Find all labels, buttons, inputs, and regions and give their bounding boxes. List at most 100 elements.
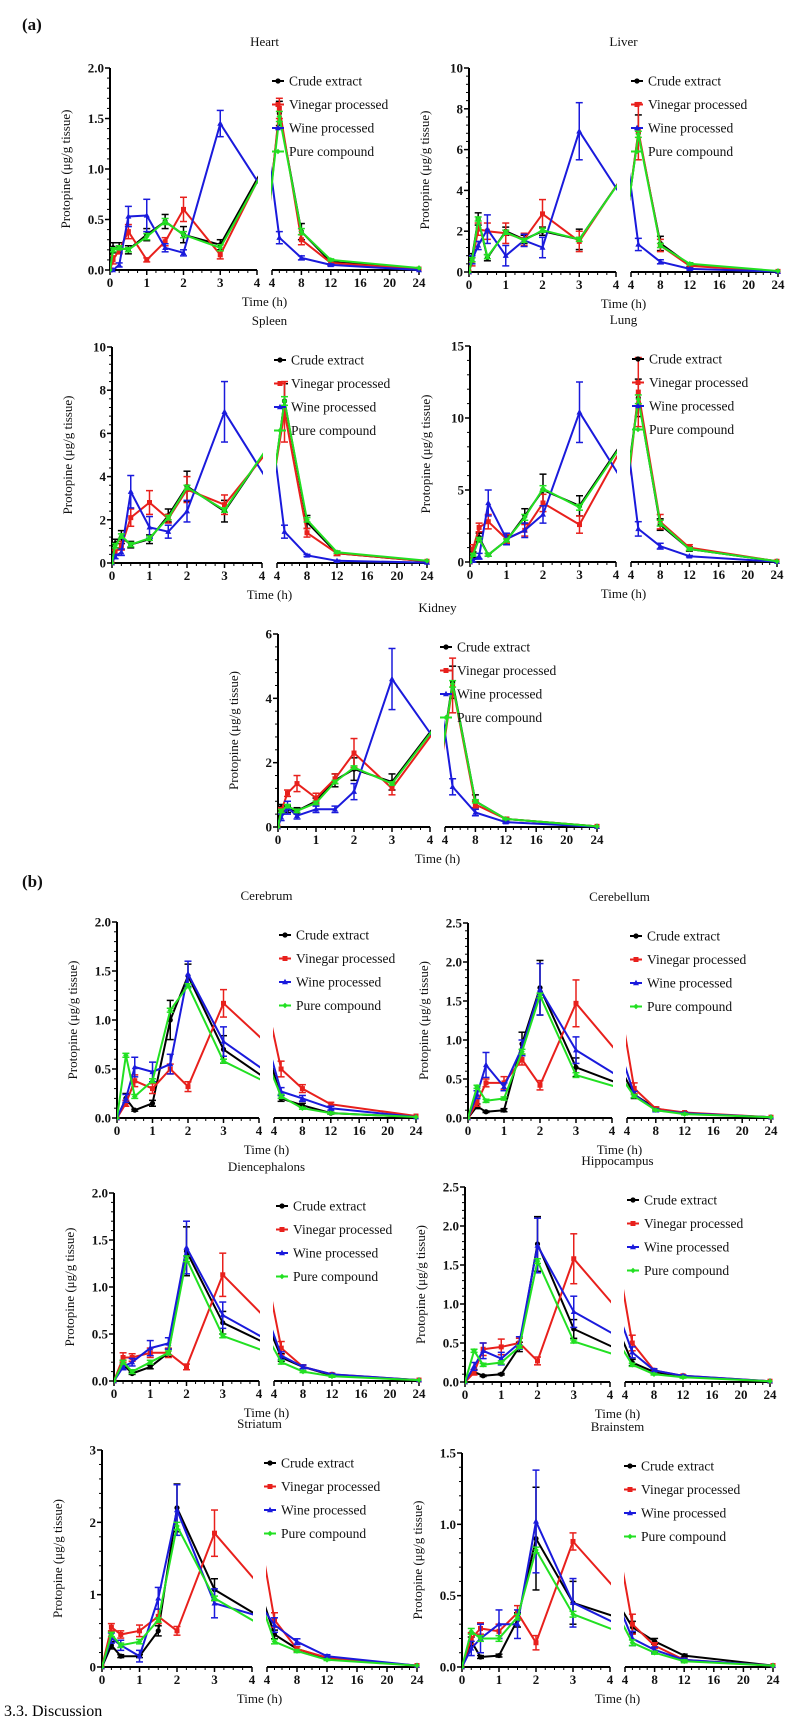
data-point-triangle xyxy=(613,244,619,249)
series-vinegar-processed xyxy=(278,657,600,830)
legend-label: Crude extract xyxy=(293,1199,366,1214)
data-point-diamond xyxy=(760,243,766,249)
data-point-circle xyxy=(256,513,261,518)
data-point-square xyxy=(571,1256,577,1262)
y-tick-label: 0.5 xyxy=(95,1062,112,1077)
legend-label: Pure compound xyxy=(281,1526,366,1541)
series-line xyxy=(273,1300,420,1382)
legend-label: Vinegar processed xyxy=(644,1216,744,1231)
data-point-triangle xyxy=(415,813,421,818)
legend-marker-diamond xyxy=(630,1267,636,1274)
data-point-square xyxy=(400,1646,405,1651)
data-point-diamond xyxy=(251,219,257,225)
data-point-square xyxy=(607,536,612,541)
x-tick-label: 12 xyxy=(677,1387,690,1402)
series-panel xyxy=(468,962,613,1121)
x-tick-label: 0 xyxy=(111,1386,118,1401)
data-point-triangle xyxy=(471,1363,478,1369)
data-point-diamond xyxy=(271,1638,278,1645)
data-point-square xyxy=(595,1370,600,1375)
data-point-triangle xyxy=(502,252,509,258)
data-point-diamond xyxy=(264,1058,270,1064)
data-point-triangle xyxy=(650,526,656,531)
series-line xyxy=(624,1624,774,1667)
data-point-square xyxy=(606,231,611,236)
data-point-diamond xyxy=(167,1007,174,1013)
data-point-triangle xyxy=(650,241,656,246)
series-pure-compound xyxy=(470,394,780,565)
series-wine-processed xyxy=(110,109,422,273)
legend-label: Wine processed xyxy=(291,400,377,415)
y-tick-label: 2 xyxy=(266,755,273,770)
series-wine-processed xyxy=(469,101,781,275)
series-pure-compound xyxy=(110,110,422,273)
data-point-circle xyxy=(573,1064,579,1070)
data-point-square xyxy=(246,1355,251,1360)
data-point-square xyxy=(471,1370,477,1376)
legend-marker-diamond xyxy=(279,1273,285,1280)
data-point-diamond xyxy=(657,520,663,526)
y-tick-label: 0.0 xyxy=(443,1375,459,1390)
data-point-triangle xyxy=(162,244,169,250)
data-point-triangle xyxy=(401,1364,407,1369)
data-point-diamond xyxy=(468,1115,471,1121)
data-point-triangle xyxy=(613,511,619,516)
x-tick-label: 12 xyxy=(683,277,696,292)
data-point-triangle xyxy=(540,1105,546,1110)
data-point-diamond xyxy=(606,538,612,544)
data-point-diamond xyxy=(328,1110,334,1116)
data-point-diamond xyxy=(599,257,605,263)
y-tick-label: 0.5 xyxy=(88,212,105,227)
series-line xyxy=(273,1073,417,1118)
data-point-diamond xyxy=(635,396,642,403)
data-point-triangle xyxy=(220,1038,227,1044)
data-point-diamond xyxy=(599,1098,605,1104)
data-point-square xyxy=(472,801,478,807)
x-tick-label: 2 xyxy=(183,1386,190,1401)
data-point-square xyxy=(652,1643,658,1649)
legend-item: Vinegar processed xyxy=(624,1482,741,1497)
x-tick-label: 0 xyxy=(462,1387,469,1402)
data-point-triangle xyxy=(257,1244,263,1249)
data-point-diamond xyxy=(143,233,150,240)
data-point-square xyxy=(264,1001,269,1006)
data-point-diamond xyxy=(351,764,357,771)
series-panel xyxy=(624,1615,776,1668)
x-tick-label: 4 xyxy=(624,1123,631,1138)
legend-item: Wine processed xyxy=(274,400,377,415)
data-point-square xyxy=(631,1085,637,1091)
data-point-triangle xyxy=(276,234,283,240)
legend-item: Pure compound xyxy=(264,1526,366,1541)
data-point-diamond xyxy=(249,1359,255,1365)
data-point-diamond xyxy=(112,560,115,566)
data-point-diamond xyxy=(291,114,297,120)
data-point-circle xyxy=(617,1065,622,1070)
legend-marker-triangle xyxy=(633,979,639,986)
legend-marker-circle xyxy=(634,78,640,84)
data-point-diamond xyxy=(155,1617,162,1623)
series-line xyxy=(626,1082,772,1119)
legend-item: Crude extract xyxy=(272,74,362,89)
legend-marker-diamond xyxy=(627,1533,633,1540)
data-point-triangle xyxy=(219,1312,226,1318)
data-point-diamond xyxy=(477,1635,484,1642)
x-tick-label: 16 xyxy=(354,275,368,290)
y-tick-label: 1.0 xyxy=(440,1517,456,1532)
data-point-square xyxy=(389,785,395,791)
legend-label: Wine processed xyxy=(644,1240,730,1255)
data-point-circle xyxy=(257,973,262,978)
data-point-circle xyxy=(427,767,432,772)
data-point-circle xyxy=(610,513,615,518)
data-point-square xyxy=(600,547,605,552)
data-point-triangle xyxy=(255,528,261,533)
legend-marker-triangle xyxy=(443,690,449,697)
y-tick-label: 1.0 xyxy=(95,1013,111,1028)
data-point-square xyxy=(257,1531,262,1536)
y-tick-label: 0.0 xyxy=(88,263,104,278)
legend-item: Vinegar processed xyxy=(276,1222,393,1237)
x-tick-label: 1 xyxy=(147,1386,154,1401)
data-point-diamond xyxy=(217,244,224,251)
x-axis-label: Time (h) xyxy=(415,851,460,866)
data-point-triangle xyxy=(602,500,608,505)
data-point-diamond xyxy=(519,1048,525,1055)
